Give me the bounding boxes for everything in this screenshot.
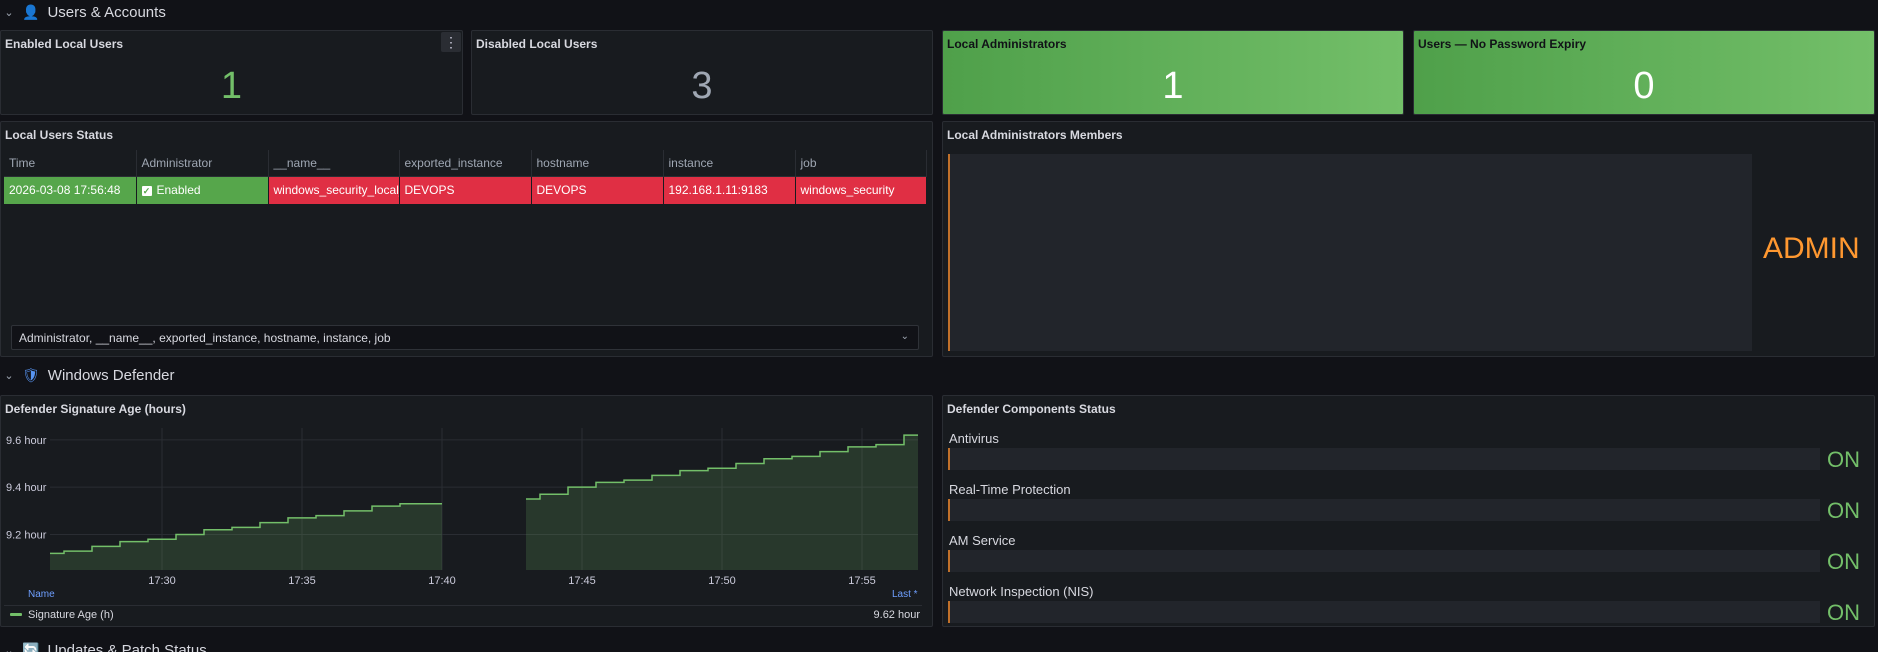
stat-panel-local-admins[interactable]: Local Administrators 1 (942, 30, 1404, 115)
component-value-nis: ON (1827, 600, 1860, 625)
shield-icon: 🛡 (22, 366, 40, 383)
component-label-am-service: AM Service (949, 533, 1016, 548)
chevron-down-icon[interactable]: ⌄ (4, 644, 14, 652)
panel-menu-icon[interactable]: ⋮ (441, 32, 461, 52)
section-header-users[interactable]: ⌄ 👤 Users & Accounts (0, 0, 166, 24)
panel-title: Disabled Local Users (476, 37, 598, 51)
column-header-instance[interactable]: instance (663, 150, 796, 177)
cell-exported-instance: DEVOPS (399, 176, 532, 204)
component-value-am-service: ON (1827, 549, 1860, 574)
panel-title: Local Administrators Members (947, 128, 1123, 142)
table-header-row: Time Administrator __name__ exported_ins… (4, 150, 927, 177)
legend-swatch (10, 613, 22, 616)
table-row[interactable]: 2026-03-08 17:56:48 ✓ Enabled windows_sec… (4, 176, 927, 204)
stat-panel-no-password-expiry[interactable]: Users — No Password Expiry 0 (1413, 30, 1875, 115)
stat-value: 3 (691, 65, 713, 107)
x-tick-label: 17:55 (848, 575, 876, 587)
refresh-icon: 🔄 (22, 641, 40, 652)
section-title: Users & Accounts (47, 3, 166, 21)
x-tick-label: 17:40 (428, 575, 456, 587)
legend-last-header[interactable]: Last * (892, 589, 918, 600)
series-line (526, 434, 918, 500)
signature-age-panel: Defender Signature Age (hours) (0, 395, 933, 627)
legend-name-header[interactable]: Name (28, 589, 55, 600)
stat-panel-disabled-users[interactable]: Disabled Local Users 3 (471, 30, 933, 115)
legend-row[interactable]: Signature Age (h) 9.62 hour (4, 605, 922, 623)
component-value-realtime: ON (1827, 498, 1860, 523)
x-axis-ticks: 17:30 17:35 17:40 17:45 17:50 17:55 (148, 575, 876, 587)
column-header-administrator[interactable]: Administrator (136, 150, 269, 177)
stat-panel-enabled-users[interactable]: Enabled Local Users ⋮ 1 (0, 30, 463, 115)
field-selector-value: Administrator, __name__, exported_instan… (19, 330, 391, 345)
cell-instance: 192.168.1.11:9183 (663, 176, 796, 204)
local-users-table: Time Administrator __name__ exported_ins… (4, 150, 927, 204)
legend-series-name: Signature Age (h) (28, 608, 114, 621)
section-header-defender[interactable]: ⌄ 🛡 Windows Defender (0, 363, 175, 387)
panel-title: Users — No Password Expiry (1418, 37, 1587, 51)
cell-administrator-text: Enabled (156, 183, 201, 198)
panel-title: Defender Signature Age (hours) (5, 402, 186, 416)
cell-name: windows_security_local_users_status (268, 176, 400, 204)
x-tick-label: 17:45 (568, 575, 596, 587)
x-tick-label: 17:35 (288, 575, 316, 587)
stat-value: 0 (1633, 65, 1655, 107)
section-title: Updates & Patch Status (47, 641, 207, 652)
cell-time: 2026-03-08 17:56:48 (4, 176, 137, 204)
panel-title: Local Administrators (947, 37, 1067, 51)
column-header-name[interactable]: __name__ (268, 150, 400, 177)
component-bar-am-service (948, 550, 1820, 572)
series-line (50, 502, 442, 555)
component-label-nis: Network Inspection (NIS) (949, 584, 1094, 599)
x-tick-label: 17:30 (148, 575, 176, 587)
section-title: Windows Defender (47, 366, 175, 384)
component-value-antivirus: ON (1827, 447, 1860, 472)
panel-title: Defender Components Status (947, 402, 1116, 416)
y-tick-label: 9.2 hour (6, 530, 47, 542)
stat-value: 1 (1162, 65, 1184, 107)
series-area (50, 503, 442, 570)
stat-value: 1 (220, 65, 243, 107)
defender-components-panel: Defender Components Status Antivirus ON … (942, 395, 1875, 627)
component-bar-nis (948, 601, 1820, 623)
cell-job: windows_security (795, 176, 927, 204)
member-name: ADMIN (1763, 232, 1860, 265)
user-icon: 👤 (22, 3, 40, 20)
chevron-down-icon: ⌄ (900, 331, 909, 342)
legend-last-value: 9.62 hour (873, 608, 920, 621)
column-header-job[interactable]: job (795, 150, 927, 177)
component-label-realtime: Real-Time Protection (949, 482, 1071, 497)
panel-title: Local Users Status (5, 128, 114, 142)
panel-title: Enabled Local Users (5, 37, 124, 51)
y-axis-ticks: 9.2 hour 9.4 hour 9.6 hour (6, 435, 47, 542)
members-bar (948, 154, 1752, 351)
component-label-antivirus: Antivirus (949, 431, 999, 446)
component-bar-realtime (948, 499, 1820, 521)
local-admin-members-panel: Local Administrators Members ADMIN (942, 121, 1875, 357)
signature-age-chart[interactable]: 9.2 hour 9.4 hour 9.6 hour 17:30 17:35 17:40… (0, 420, 933, 590)
series-area (526, 435, 918, 570)
chart-series (50, 434, 918, 570)
y-tick-label: 9.4 hour (6, 482, 47, 494)
x-tick-label: 17:50 (708, 575, 736, 587)
y-tick-label: 9.6 hour (6, 435, 47, 447)
checkbox-icon: ✓ (141, 186, 152, 197)
cell-administrator: ✓ Enabled (136, 176, 269, 204)
column-header-exported-instance[interactable]: exported_instance (399, 150, 532, 177)
chevron-down-icon[interactable]: ⌄ (4, 369, 14, 382)
column-header-hostname[interactable]: hostname (531, 150, 664, 177)
chevron-down-icon[interactable]: ⌄ (4, 6, 14, 19)
cell-hostname: DEVOPS (531, 176, 664, 204)
component-bar-antivirus (948, 448, 1820, 470)
column-header-time[interactable]: Time (4, 150, 137, 177)
field-selector[interactable]: Administrator, __name__, exported_instan… (11, 325, 919, 350)
section-header-updates[interactable]: ⌄ 🔄 Updates & Patch Status (0, 638, 207, 652)
